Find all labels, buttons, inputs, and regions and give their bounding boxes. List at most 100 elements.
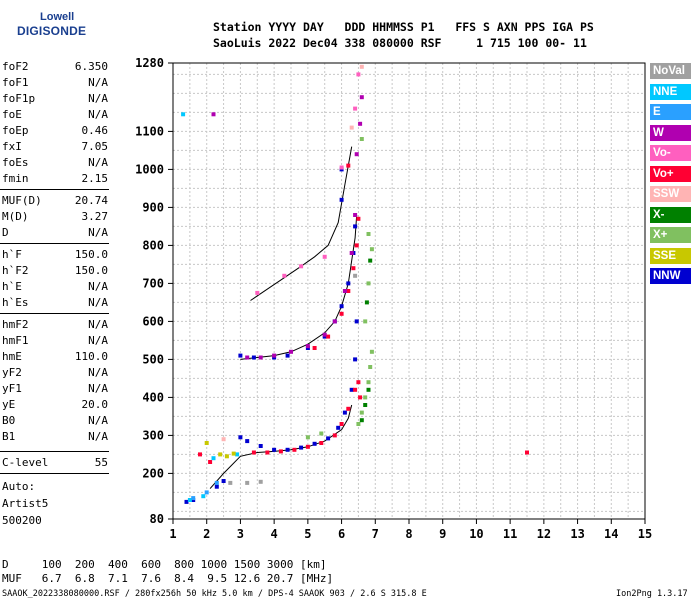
point-w: [245, 355, 250, 360]
param-value: N/A: [88, 382, 108, 395]
point-x+: [366, 380, 371, 385]
point-noval: [258, 479, 263, 484]
y-tick-label: 300: [142, 428, 164, 442]
param-value: 20.74: [74, 194, 108, 207]
param-value: 2.15: [81, 172, 109, 185]
param-name: D: [2, 226, 9, 239]
param-value: 55: [94, 456, 108, 469]
param-separator: [0, 313, 109, 314]
point-nnw: [214, 484, 219, 489]
point-vo+: [305, 444, 310, 449]
param-value: N/A: [88, 318, 108, 331]
point-vo+: [332, 433, 337, 438]
param-row: foF1 N/A: [2, 76, 108, 92]
y-tick-label: 200: [142, 466, 164, 480]
x-tick-label: 12: [537, 527, 551, 541]
param-row: fxI 7.05: [2, 140, 108, 156]
param-row: fmin 2.15: [2, 172, 108, 188]
param-name: foEs: [2, 156, 29, 169]
auto-code: 500200: [2, 514, 42, 527]
param-name: foF1: [2, 76, 29, 89]
param-value: 150.0: [74, 264, 108, 277]
header-line2: SaoLuis 2022 Dec04 338 080000 RSF 1 715 …: [213, 36, 587, 50]
param-name: fmin: [2, 172, 29, 185]
param-name: hmF2: [2, 318, 29, 331]
param-value: 0.46: [81, 124, 109, 137]
param-name: hmE: [2, 350, 22, 363]
y-tick-label: 600: [142, 314, 164, 328]
point-x+: [366, 281, 371, 286]
x-tick-label: 6: [338, 527, 345, 541]
param-value: 20.0: [81, 398, 109, 411]
point-nnw: [238, 353, 243, 358]
param-value: N/A: [88, 430, 108, 443]
point-vo+: [265, 450, 270, 455]
param-row: h`F 150.0: [2, 248, 108, 264]
x-tick-label: 10: [469, 527, 483, 541]
point-vo-: [282, 273, 287, 278]
point-w: [342, 289, 347, 293]
y-tick-label: 1280: [135, 56, 164, 70]
point-w: [272, 353, 277, 358]
point-x+: [319, 431, 324, 436]
point-nnw: [339, 197, 344, 202]
param-row: MUF(D) 20.74: [2, 194, 108, 210]
point-nnw: [342, 410, 347, 415]
point-w: [358, 121, 363, 126]
point-w: [322, 332, 327, 337]
x-tick-label: 15: [638, 527, 652, 541]
point-x-: [359, 418, 364, 423]
point-nnw: [184, 499, 189, 504]
y-tick-label: 1100: [135, 124, 164, 138]
x-tick-label: 5: [304, 527, 311, 541]
header-line1: Station YYYY DAY DDD HHMMSS P1 FFS S AXN…: [213, 20, 594, 34]
param-name: hmF1: [2, 334, 29, 347]
point-nnw: [353, 224, 358, 229]
param-row: hmE 110.0: [2, 350, 108, 366]
point-vo+: [525, 450, 529, 455]
param-value: 7.05: [81, 140, 109, 153]
param-separator: [0, 189, 109, 190]
param-row: yF1 N/A: [2, 382, 108, 398]
footer-version: Ion2Png 1.3.17: [616, 589, 688, 599]
point-vo-: [255, 290, 260, 295]
legend-item: SSE: [650, 247, 691, 264]
point-w: [349, 251, 354, 255]
param-row: yE 20.0: [2, 398, 108, 414]
point-x+: [369, 349, 374, 354]
x-tick-label: 13: [570, 527, 584, 541]
x-tick-label: 7: [372, 527, 379, 541]
point-vo+: [356, 380, 361, 385]
point-vo+: [346, 163, 351, 168]
param-value: N/A: [88, 280, 108, 293]
point-nnw: [285, 353, 290, 358]
point-sse: [231, 451, 236, 456]
param-value: N/A: [88, 76, 108, 89]
param-row: C-level 55: [2, 456, 108, 472]
param-row: foF1p N/A: [2, 92, 108, 108]
point-vo+: [326, 334, 331, 339]
point-nnw: [299, 445, 304, 450]
param-value: 6.350: [74, 60, 108, 73]
point-w: [359, 95, 364, 100]
legend-item: SSW: [650, 186, 691, 202]
point-nnw: [258, 444, 263, 448]
param-row: foEs N/A: [2, 156, 108, 172]
legend-item: NNW: [650, 268, 691, 284]
point-vo+: [292, 447, 297, 452]
point-sse: [204, 441, 209, 445]
param-value: N/A: [88, 414, 108, 427]
trace-line-lower: [209, 404, 353, 489]
y-tick-label: 800: [142, 238, 164, 252]
param-value: N/A: [88, 366, 108, 379]
point-e: [214, 480, 219, 485]
point-nnw: [238, 435, 243, 440]
point-nnw: [336, 425, 341, 430]
point-nnw: [285, 447, 290, 452]
legend-item: Vo+: [650, 165, 691, 182]
point-noval: [353, 273, 358, 278]
param-name: B0: [2, 414, 16, 427]
point-nnw: [354, 319, 359, 324]
param-value: N/A: [88, 92, 108, 105]
